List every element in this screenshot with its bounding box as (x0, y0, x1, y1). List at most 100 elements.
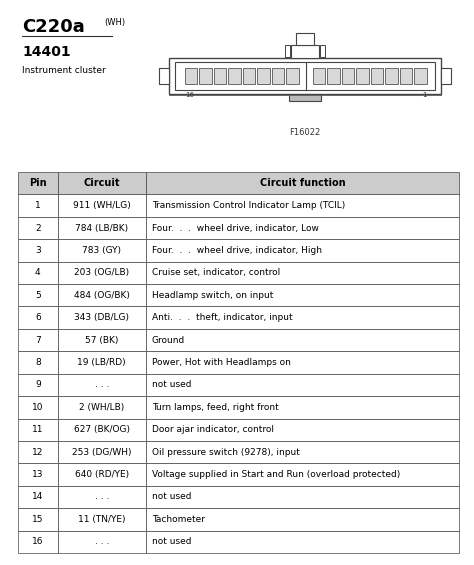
Text: 627 (BK/OG): 627 (BK/OG) (74, 425, 130, 434)
Text: Turn lamps, feed, right front: Turn lamps, feed, right front (152, 403, 279, 412)
Bar (58, 284, 146, 306)
Text: 784 (LB/BK): 784 (LB/BK) (75, 224, 128, 233)
Bar (291, 45, 319, 58)
Text: C220a: C220a (22, 18, 85, 36)
Text: not used: not used (152, 537, 191, 546)
Bar (58, 508, 146, 531)
Text: Power, Hot with Headlamps on: Power, Hot with Headlamps on (152, 358, 291, 367)
Bar (18, 441, 58, 463)
Bar (146, 463, 459, 486)
Text: 3: 3 (35, 246, 41, 255)
Text: Transmission Control Indicator Lamp (TCIL): Transmission Control Indicator Lamp (TCI… (152, 201, 345, 210)
Bar (146, 194, 459, 217)
Bar (185, 68, 198, 84)
Bar (320, 45, 325, 57)
Bar (18, 486, 58, 508)
Bar (146, 262, 459, 284)
Text: 14: 14 (32, 493, 44, 502)
Bar (414, 68, 427, 84)
Bar (18, 373, 58, 396)
Bar (58, 463, 146, 486)
Bar (286, 68, 299, 84)
Bar (58, 531, 146, 553)
Text: 2 (WH/LB): 2 (WH/LB) (79, 403, 124, 412)
Bar (146, 486, 459, 508)
Text: Door ajar indicator, control: Door ajar indicator, control (152, 425, 274, 434)
Text: not used: not used (152, 380, 191, 389)
Bar (18, 217, 58, 239)
Bar (58, 351, 146, 373)
Bar (146, 441, 459, 463)
Text: 10: 10 (32, 403, 44, 412)
Bar (313, 68, 326, 84)
Bar (18, 396, 58, 419)
Text: 783 (GY): 783 (GY) (82, 246, 121, 255)
Bar (146, 217, 459, 239)
Text: 343 (DB/LG): 343 (DB/LG) (74, 313, 129, 322)
Bar (296, 33, 314, 45)
Text: 9: 9 (35, 380, 41, 389)
Text: . . .: . . . (95, 493, 109, 502)
Bar (18, 262, 58, 284)
Bar (342, 68, 355, 84)
Text: 19 (LB/RD): 19 (LB/RD) (77, 358, 126, 367)
Text: 8: 8 (35, 358, 41, 367)
Bar (146, 351, 459, 373)
Bar (441, 68, 451, 84)
Bar (146, 396, 459, 419)
Bar (146, 531, 459, 553)
Bar (146, 419, 459, 441)
Text: (WH): (WH) (104, 18, 125, 27)
Bar (175, 62, 435, 90)
Bar (18, 284, 58, 306)
Bar (58, 306, 146, 329)
Bar (146, 172, 459, 194)
Text: 11: 11 (32, 425, 44, 434)
Bar (18, 306, 58, 329)
Text: Ground: Ground (152, 336, 185, 345)
Bar (146, 239, 459, 262)
Text: 11 (TN/YE): 11 (TN/YE) (78, 515, 126, 524)
Text: 4: 4 (35, 268, 41, 277)
Bar (243, 68, 255, 84)
Bar (385, 68, 398, 84)
Text: 1: 1 (422, 92, 427, 98)
Text: 12: 12 (32, 447, 44, 457)
Text: 6: 6 (35, 313, 41, 322)
Bar (58, 172, 146, 194)
Bar (328, 68, 340, 84)
Bar (58, 217, 146, 239)
Bar (272, 68, 284, 84)
Text: 2: 2 (35, 224, 41, 233)
Bar (58, 239, 146, 262)
Bar (289, 94, 321, 101)
Bar (228, 68, 241, 84)
Bar (58, 262, 146, 284)
Bar (169, 58, 441, 94)
Bar (146, 329, 459, 351)
Bar (146, 373, 459, 396)
Bar (146, 508, 459, 531)
Text: 5: 5 (35, 291, 41, 300)
Text: 484 (OG/BK): 484 (OG/BK) (74, 291, 130, 300)
Bar (58, 396, 146, 419)
Text: . . .: . . . (95, 537, 109, 546)
Text: Four.  .  .  wheel drive, indicator, Low: Four. . . wheel drive, indicator, Low (152, 224, 319, 233)
Text: Pin: Pin (29, 178, 46, 188)
Text: Four.  .  .  wheel drive, indicator, High: Four. . . wheel drive, indicator, High (152, 246, 322, 255)
Bar (18, 463, 58, 486)
Bar (159, 68, 169, 84)
Text: 14401: 14401 (22, 45, 71, 59)
Text: Circuit function: Circuit function (260, 178, 345, 188)
Text: 253 (DG/WH): 253 (DG/WH) (72, 447, 132, 457)
Text: 16: 16 (185, 92, 194, 98)
Bar (58, 486, 146, 508)
Text: . . .: . . . (95, 380, 109, 389)
Text: 57 (BK): 57 (BK) (85, 336, 118, 345)
Text: 16: 16 (32, 537, 44, 546)
Text: 1: 1 (35, 201, 41, 210)
Text: Headlamp switch, on input: Headlamp switch, on input (152, 291, 273, 300)
Bar (18, 508, 58, 531)
Bar (146, 306, 459, 329)
Text: Cruise set, indicator, control: Cruise set, indicator, control (152, 268, 280, 277)
